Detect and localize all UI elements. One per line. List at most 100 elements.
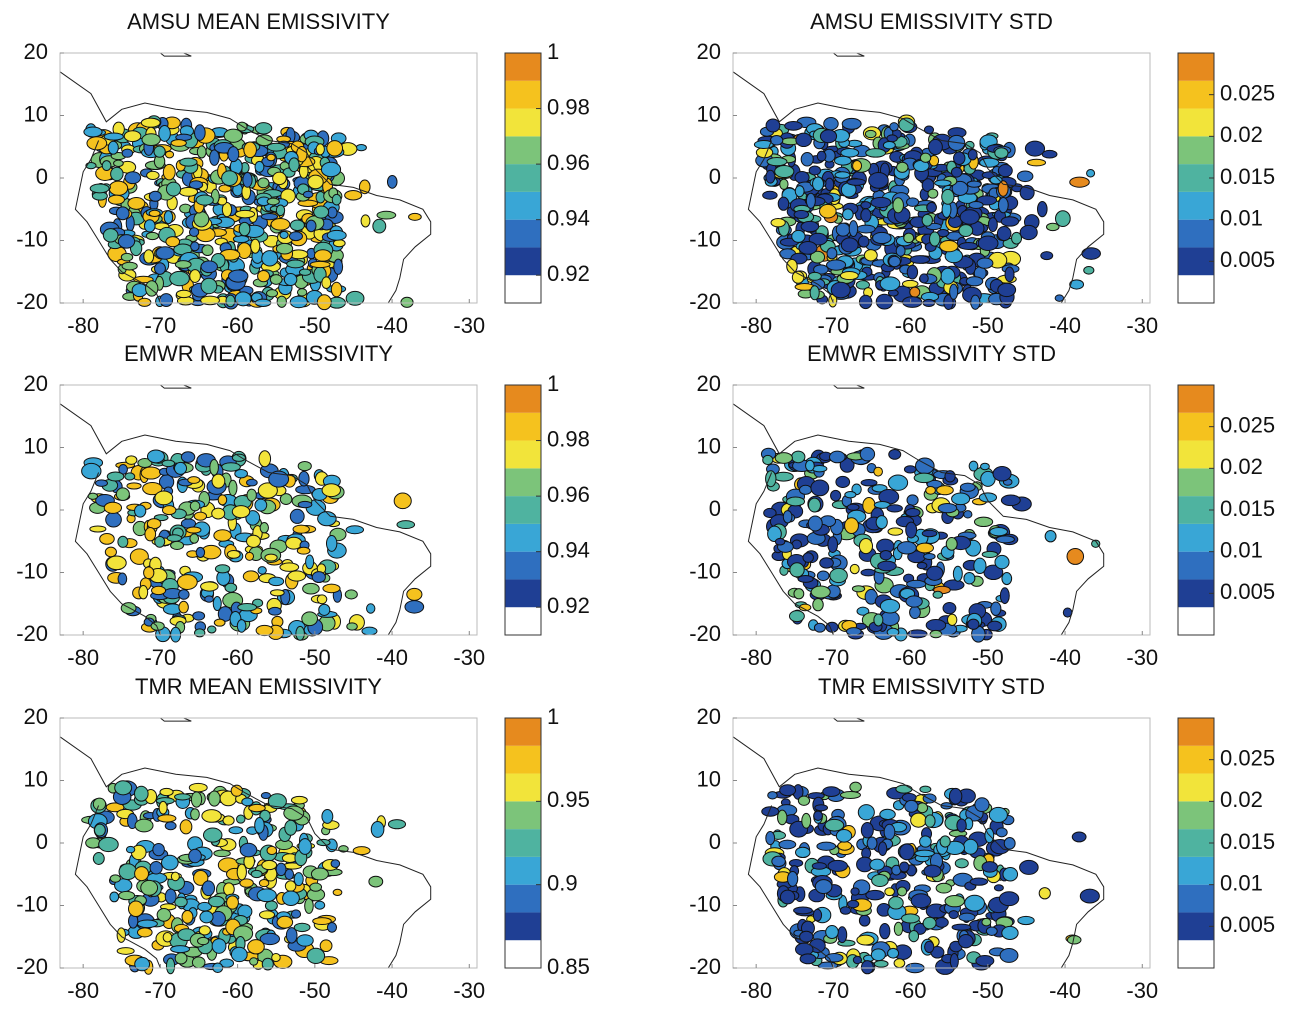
contour-patch [361,626,378,636]
panel-title: AMSU MEAN EMISSIVITY [127,9,390,34]
contour-patch [257,566,267,575]
contour-patch [999,587,1010,605]
contour-patch [860,568,877,577]
y-tick-label: 20 [24,39,48,64]
contour-patch [909,286,921,298]
contour-patch [166,534,182,542]
contour-patch [1017,915,1035,926]
contour-patch [120,252,134,262]
contour-patch [345,525,365,535]
contour-patch [879,276,901,292]
contour-patch [834,171,851,179]
contour-patch [998,891,1020,907]
contour-patch [408,212,422,221]
contour-patch [178,600,189,614]
contour-patch [798,241,818,255]
contour-patch [903,232,915,244]
contour-patch [134,818,154,833]
contour-patch [317,511,337,527]
contour-patch [145,231,160,241]
contour-patch [813,810,823,821]
colorbar-tick-label: 0.005 [1220,579,1275,604]
contour-patch [1016,170,1034,183]
x-tick-label: -40 [1049,978,1081,1003]
contour-patch [798,484,813,495]
contour-patch [376,210,397,220]
contour-patch [110,166,124,182]
contour-patch [872,231,892,245]
contour-patch [257,177,270,189]
contour-patch [967,149,978,161]
contour-patch [934,179,952,187]
contour-patch [152,842,165,857]
coastline [59,71,432,304]
contour-patch [777,196,790,211]
contour-patch [954,858,969,869]
contour-field [83,115,422,311]
contour-patch [212,596,222,611]
contour-patch [124,472,136,481]
contour-patch [762,454,774,466]
contour-patch [352,846,371,856]
contour-patch [844,517,859,535]
contour-patch [882,140,896,150]
contour-patch [1026,158,1047,167]
contour-patch [987,620,1003,632]
colorbar-tick-label: 0.02 [1220,122,1263,147]
contour-patch [837,841,853,851]
contour-patch [239,842,258,858]
contour-patch [261,250,279,267]
colorbar-band [505,468,541,497]
contour-patch [179,157,198,167]
contour-patch [124,171,142,185]
contour-patch [948,787,963,805]
contour-patch [923,864,942,878]
contour-patch [117,572,128,586]
contour-patch [279,493,293,506]
contour-patch [265,289,279,298]
colorbar-tick-label: 0.94 [547,537,590,562]
contour-patch [282,890,300,907]
contour-patch [275,862,287,877]
contour-patch [154,490,174,506]
contour-patch [109,891,120,903]
x-tick-label: -60 [895,313,927,338]
contour-patch [799,953,817,965]
colorbar-band [1178,718,1214,746]
contour-patch [819,129,838,144]
contour-patch [969,877,989,886]
x-tick-label: -50 [299,978,331,1003]
colorbar-band [505,191,541,220]
contour-patch [812,597,824,612]
y-tick-label: -10 [16,558,48,583]
contour-patch [268,576,285,587]
contour-patch [981,861,998,873]
colorbar-band [505,108,541,137]
contour-patch [284,819,298,836]
contour-patch [211,938,227,954]
contour-patch [927,188,939,199]
contour-patch [856,606,870,616]
contour-patch [856,934,875,946]
contour-patch [940,267,956,285]
contour-patch [784,121,803,131]
contour-patch [813,622,826,633]
contour-patch [107,194,125,205]
contour-patch [404,600,425,614]
contour-patch [916,561,928,570]
y-tick-label: 0 [709,829,721,854]
contour-patch [948,910,959,920]
x-tick-label: -50 [299,313,331,338]
contour-patch [200,277,218,295]
contour-patch [283,805,305,821]
contour-patch [865,889,885,901]
contour-patch [1069,176,1090,188]
coastline [747,140,834,304]
y-tick-label: 10 [24,766,48,791]
contour-patch [879,598,901,614]
contour-patch [951,492,971,506]
contour-patch [189,533,200,544]
contour-patch [990,601,1002,616]
contour-patch [136,919,158,929]
contour-patch [344,589,358,600]
